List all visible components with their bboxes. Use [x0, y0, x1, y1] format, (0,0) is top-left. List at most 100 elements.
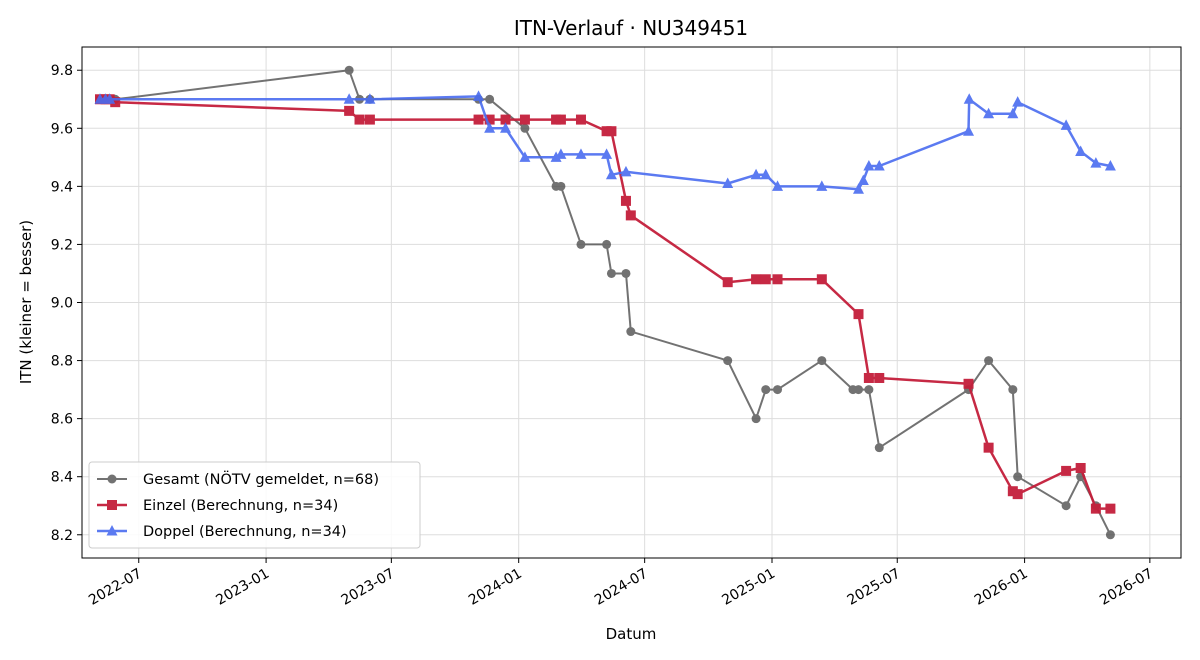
- x-tick-label: 2026-01: [972, 566, 1031, 609]
- data-point: [963, 125, 975, 136]
- data-point: [343, 93, 355, 104]
- x-axis-label: Datum: [606, 625, 657, 643]
- data-point: [722, 277, 733, 288]
- data-point: [620, 195, 631, 206]
- data-point: [555, 148, 567, 159]
- data-point: [817, 356, 827, 366]
- data-point: [344, 65, 354, 75]
- data-point: [606, 126, 617, 137]
- legend-label: Gesamt (NÖTV gemeldet, n=68): [143, 470, 379, 488]
- data-point: [772, 274, 783, 285]
- data-point: [853, 309, 864, 320]
- legend-box: [88, 461, 421, 549]
- data-point: [354, 114, 365, 125]
- data-point: [473, 114, 484, 125]
- x-tick-label: 2025-01: [719, 566, 778, 609]
- data-point: [723, 356, 733, 366]
- data-point: [852, 183, 864, 194]
- data-point: [500, 122, 512, 133]
- data-point: [364, 93, 376, 104]
- data-point: [873, 160, 885, 171]
- data-point: [500, 114, 511, 125]
- data-point: [874, 372, 885, 383]
- legend-item: [97, 500, 127, 510]
- data-point: [519, 151, 531, 162]
- legend-swatch-marker: [107, 474, 117, 484]
- data-point: [473, 90, 485, 101]
- data-point: [1105, 530, 1115, 540]
- data-point: [1104, 160, 1116, 171]
- data-point: [1012, 489, 1023, 500]
- data-point: [520, 123, 530, 133]
- chart-title: ITN-Verlauf · NU349451: [514, 16, 748, 40]
- x-tick-label: 2023-07: [339, 566, 398, 609]
- legend-swatch-marker: [106, 525, 118, 536]
- data-point: [853, 385, 863, 395]
- series-layer: [94, 65, 1116, 540]
- data-point: [575, 148, 587, 159]
- data-point: [874, 443, 884, 453]
- data-point: [575, 114, 586, 125]
- data-point: [602, 239, 612, 249]
- y-tick-label: 8.6: [51, 412, 73, 428]
- data-point: [606, 268, 616, 278]
- data-point: [1075, 145, 1087, 157]
- data-point: [722, 177, 734, 188]
- y-tick-label: 9.8: [51, 63, 73, 79]
- data-point: [1105, 503, 1116, 514]
- data-point: [1012, 96, 1024, 107]
- series-line: [100, 98, 1111, 510]
- data-point: [625, 210, 636, 221]
- data-point: [1075, 462, 1086, 473]
- x-tick-label: 2023-01: [213, 566, 272, 609]
- data-point: [984, 356, 994, 366]
- data-point: [750, 168, 762, 180]
- series-3: [94, 90, 1116, 194]
- x-tick-label: 2026-07: [1097, 566, 1156, 609]
- data-point: [963, 378, 974, 389]
- x-tick-label: 2025-07: [845, 566, 904, 609]
- legend-label: Doppel (Berechnung, n=34): [143, 524, 347, 540]
- data-point: [620, 165, 632, 177]
- data-point: [626, 327, 636, 337]
- data-point: [983, 442, 994, 453]
- y-tick-label: 8.4: [51, 470, 73, 486]
- data-point: [484, 114, 495, 125]
- data-point: [857, 174, 869, 186]
- data-point: [555, 114, 566, 125]
- series-2: [94, 94, 1116, 514]
- x-tick-label: 2022-07: [86, 566, 145, 609]
- y-tick-label: 9.2: [51, 237, 73, 253]
- data-point: [605, 168, 617, 180]
- data-point: [1061, 465, 1072, 476]
- data-point: [1013, 472, 1023, 482]
- legend: Gesamt (NÖTV gemeldet, n=68) Einzel (Bere…: [88, 461, 421, 549]
- data-point: [519, 114, 530, 125]
- y-tick-label: 8.2: [51, 528, 73, 544]
- data-point: [1008, 385, 1018, 395]
- data-point: [364, 114, 375, 125]
- y-axis-ticks: 8.2 8.4 8.6 8.8 9.0 9.2 9.4 9.6 9.8: [51, 63, 82, 544]
- data-point: [110, 97, 121, 108]
- data-point: [1060, 119, 1072, 130]
- data-point: [772, 180, 784, 191]
- data-point: [1061, 501, 1071, 511]
- data-point: [863, 160, 875, 171]
- y-tick-label: 9.0: [51, 296, 73, 312]
- data-point: [1090, 503, 1101, 514]
- y-tick-label: 9.6: [51, 121, 73, 137]
- y-tick-label: 8.8: [51, 354, 73, 370]
- data-point: [484, 122, 496, 133]
- data-point: [863, 372, 874, 383]
- data-point: [550, 151, 562, 162]
- series-line: [100, 95, 1111, 191]
- legend-item: [97, 474, 127, 484]
- data-point: [760, 274, 771, 285]
- data-point: [816, 180, 828, 191]
- x-axis-ticks: 2022-07 2023-01 2023-07 2024-01 2024-07 2025-…: [86, 558, 1156, 609]
- data-point: [556, 181, 566, 191]
- legend-item: [97, 525, 127, 536]
- x-tick-label: 2024-07: [592, 566, 651, 609]
- data-point: [104, 93, 116, 104]
